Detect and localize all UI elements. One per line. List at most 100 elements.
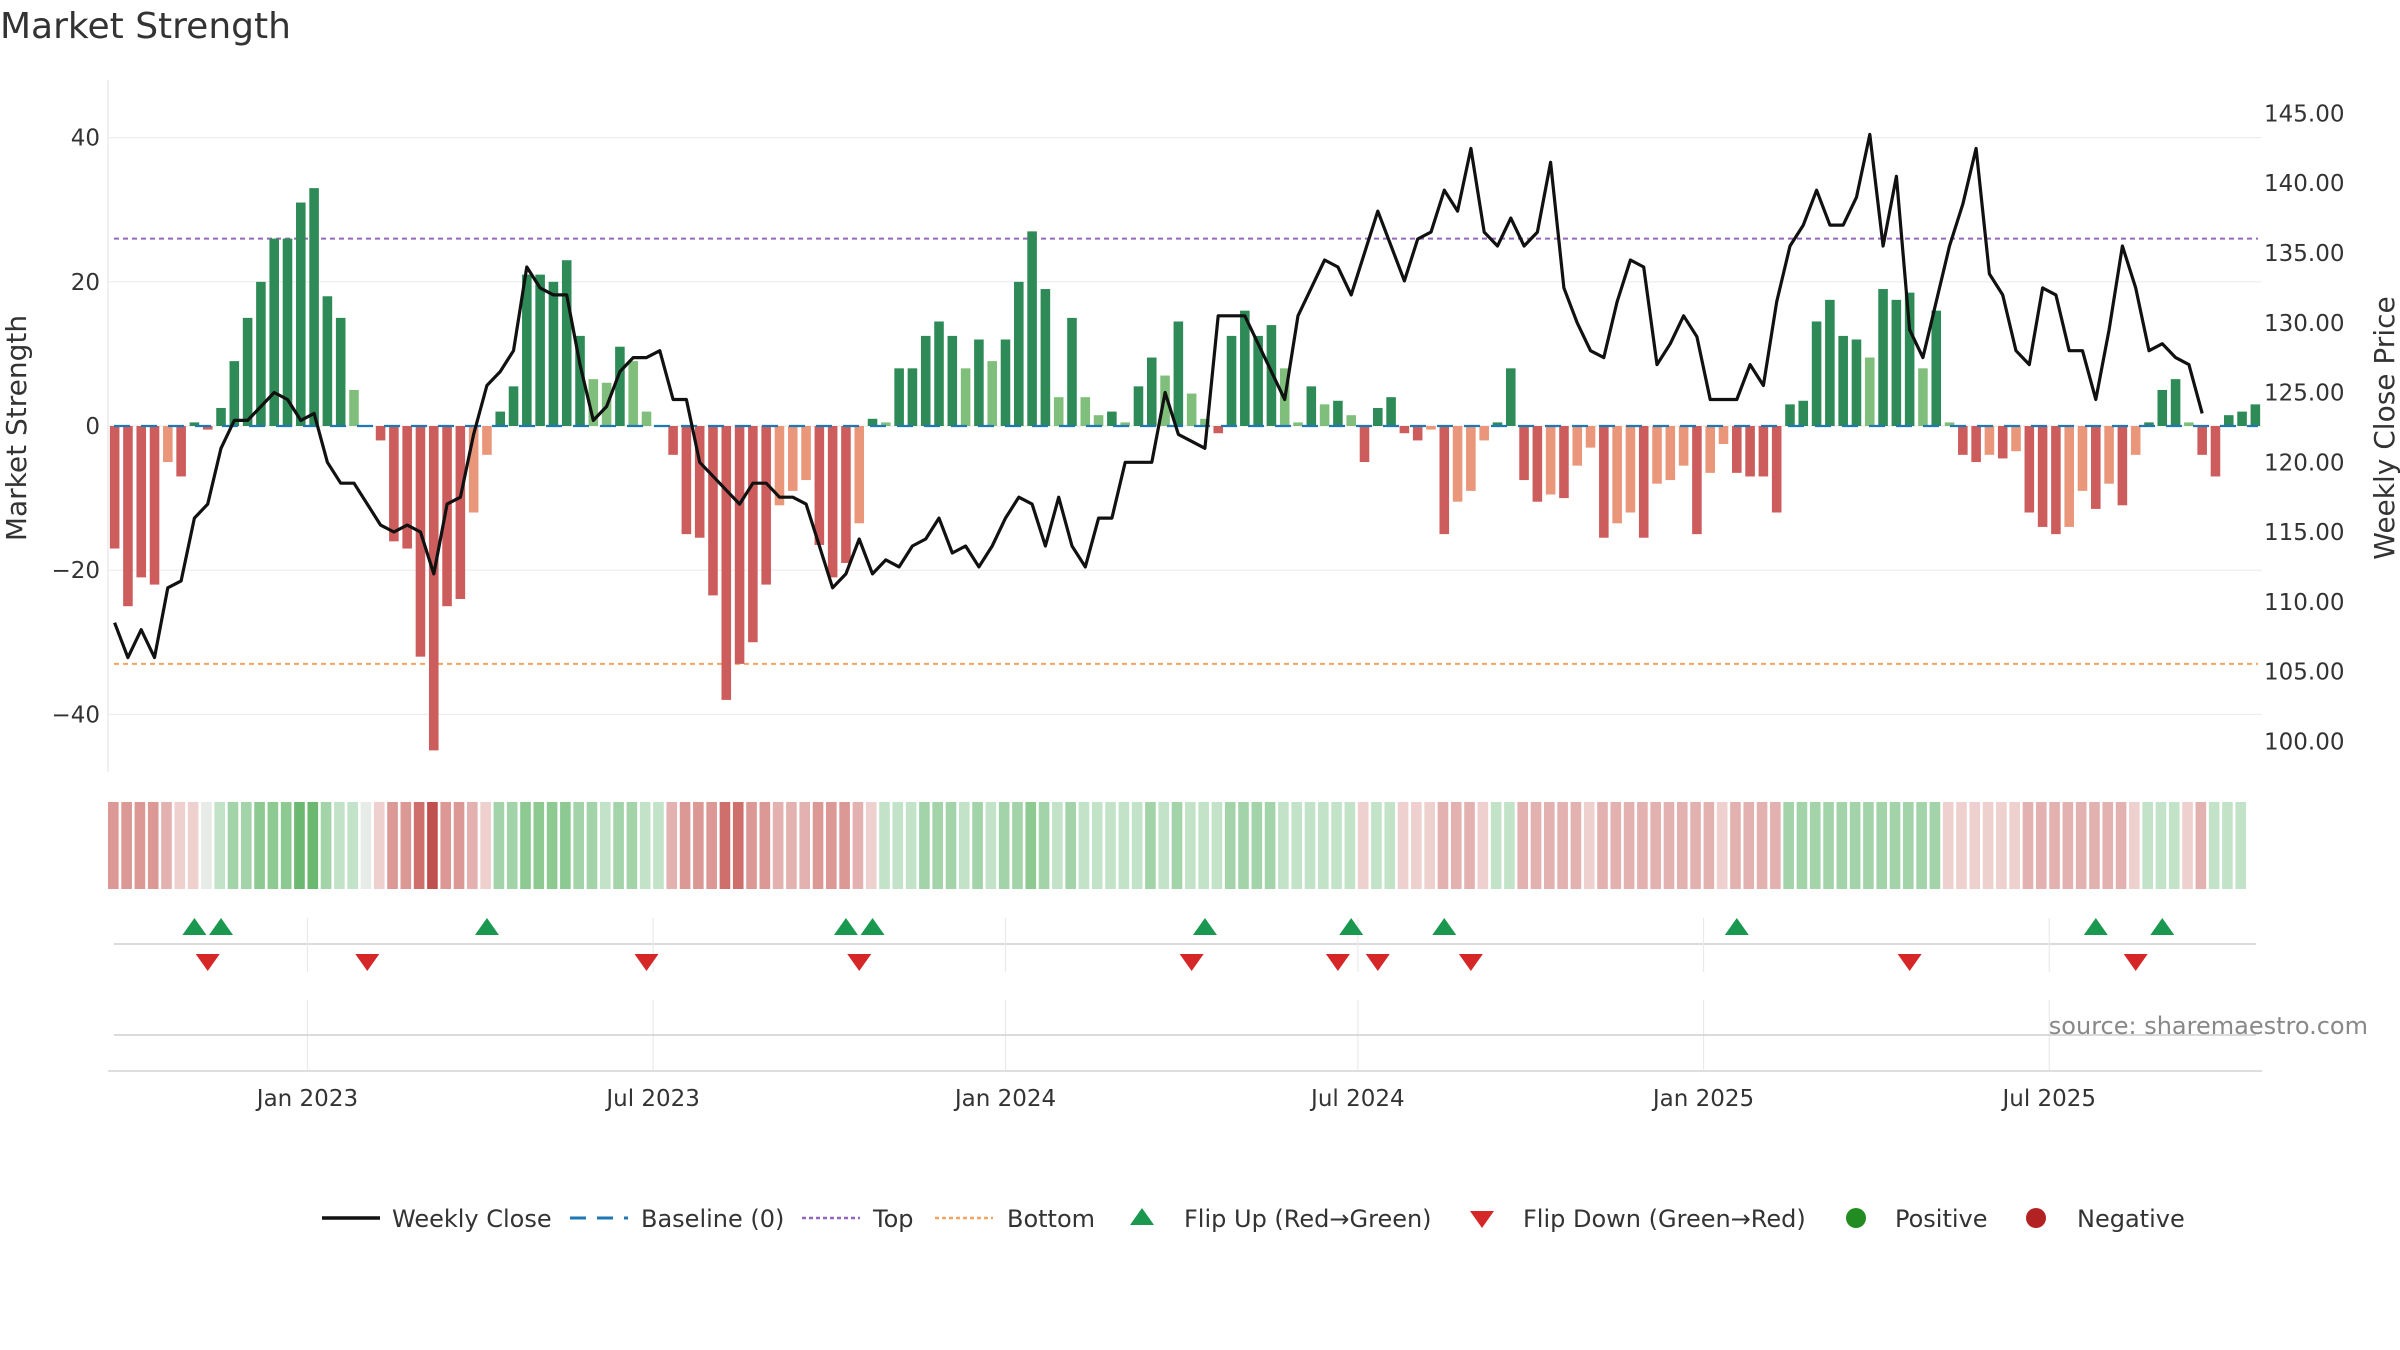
strength-bar xyxy=(1146,357,1157,426)
left-axis-ticks: 40 20 0 −20 −40 xyxy=(51,126,100,729)
weekly-close-line xyxy=(113,132,2258,660)
heat-cell xyxy=(1464,802,1475,889)
legend-swatch-flip-down xyxy=(1470,1211,1494,1228)
strength-bar xyxy=(415,426,426,657)
flip-up-marker xyxy=(474,918,499,935)
heat-cell xyxy=(1730,802,1741,889)
strength-bar xyxy=(309,188,319,426)
strength-bar xyxy=(256,281,266,426)
heat-cell xyxy=(453,802,465,889)
heat-cell xyxy=(1012,802,1023,889)
strength-bar xyxy=(1519,426,1529,481)
x-tick-label: Jul 2023 xyxy=(604,1086,700,1112)
heat-cell xyxy=(1796,802,1808,889)
strength-bar xyxy=(1625,426,1636,513)
heat-cell xyxy=(666,802,678,889)
heat-cell xyxy=(1557,802,1568,889)
strength-bar xyxy=(109,426,120,549)
x-axis-ticks: Jan 2023 Jul 2023 Jan 2024 Jul 2024 Jan 2025… xyxy=(255,1086,2096,1112)
strength-bar xyxy=(2130,426,2141,455)
strength-bar xyxy=(2210,426,2221,477)
strength-bar xyxy=(575,335,585,426)
heat-cell xyxy=(599,802,611,889)
strength-bar xyxy=(1186,393,1197,426)
legend-label: Top xyxy=(872,1205,914,1233)
strength-bar xyxy=(787,426,798,491)
right-axis-label: Weekly Close Price xyxy=(2368,296,2400,559)
flip-down-marker xyxy=(355,954,380,971)
left-tick-label: 20 xyxy=(71,270,100,296)
heat-cell xyxy=(1397,802,1409,889)
strength-bar xyxy=(1838,335,1848,426)
heat-cell xyxy=(626,802,638,889)
heat-cell xyxy=(985,802,997,889)
strength-bar xyxy=(1732,426,1742,473)
strength-bar xyxy=(1958,426,1968,455)
heat-cell xyxy=(679,802,691,889)
legend-label: Flip Up (Red→Green) xyxy=(1184,1205,1432,1233)
heat-cell xyxy=(932,802,944,889)
heat-cell xyxy=(520,802,531,889)
heat-cell xyxy=(693,802,704,889)
flip-down-marker xyxy=(1458,954,1483,971)
legend-swatch-positive xyxy=(1846,1208,1866,1228)
strength-bar xyxy=(934,321,944,426)
strength-bar xyxy=(1266,325,1277,426)
strength-bar xyxy=(814,426,825,545)
flip-up-marker xyxy=(1432,918,1457,935)
strength-bar xyxy=(1692,426,1702,535)
heat-cell xyxy=(2182,802,2193,889)
heat-cell xyxy=(1052,802,1063,889)
flip-up-marker xyxy=(2150,918,2175,935)
strength-bar xyxy=(668,426,678,455)
left-tick-label: 40 xyxy=(71,126,100,152)
strength-bar xyxy=(163,426,173,463)
strength-bar xyxy=(1479,426,1489,441)
heat-cell xyxy=(2155,802,2167,889)
strength-bars xyxy=(109,188,2261,751)
heat-cell xyxy=(1916,802,1927,889)
heat-cell xyxy=(1038,802,1050,889)
heat-cell xyxy=(812,802,824,889)
strength-bar xyxy=(1599,426,1609,538)
strength-bar xyxy=(708,426,718,596)
right-tick-label: 120.00 xyxy=(2264,450,2344,476)
strength-bar xyxy=(1559,426,1569,499)
strength-bar xyxy=(1040,289,1051,426)
strength-bar xyxy=(2077,426,2088,491)
heat-cell xyxy=(586,802,598,889)
strength-bar xyxy=(2184,422,2194,426)
heat-cell xyxy=(1278,802,1289,889)
strength-bar xyxy=(1997,426,2008,459)
strength-bar xyxy=(721,426,732,700)
strength-bar xyxy=(1426,426,1436,430)
heat-cell xyxy=(1863,802,1874,889)
heat-cell xyxy=(746,802,757,889)
strength-bar xyxy=(1293,422,1303,426)
strength-bar xyxy=(2117,426,2128,506)
strength-bar xyxy=(1213,426,1224,434)
strength-bar xyxy=(841,426,851,563)
strength-bar xyxy=(774,426,785,506)
flip-down-marker xyxy=(195,954,220,971)
strength-bar xyxy=(1027,231,1037,426)
strength-bar xyxy=(1373,407,1383,426)
heat-cell xyxy=(1809,802,1821,889)
left-tick-label: −20 xyxy=(51,558,100,584)
strength-bar xyxy=(1638,426,1649,538)
strength-bar xyxy=(375,426,386,441)
flip-down-marker xyxy=(1325,954,1350,971)
strength-bar xyxy=(389,426,399,542)
strength-bar xyxy=(920,335,931,426)
heat-cell xyxy=(1224,802,1236,889)
flip-up-marker xyxy=(1339,918,1364,935)
heat-cell xyxy=(1942,802,1954,889)
heat-cell xyxy=(1517,802,1529,889)
heat-cell xyxy=(1756,802,1768,889)
heat-cell xyxy=(493,802,505,889)
heat-cell xyxy=(134,802,146,889)
heat-cell xyxy=(1490,802,1502,889)
heat-cell xyxy=(1623,802,1635,889)
strength-bar xyxy=(1333,400,1343,426)
heat-cell xyxy=(506,802,518,889)
